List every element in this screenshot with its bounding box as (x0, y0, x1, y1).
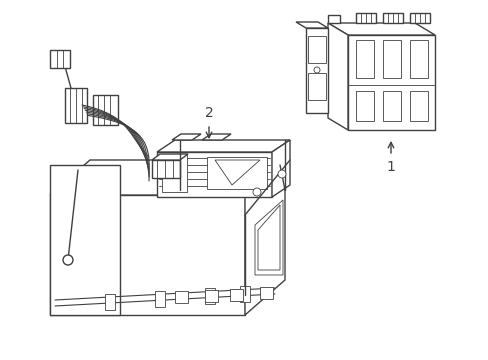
Polygon shape (50, 160, 285, 195)
Polygon shape (382, 40, 400, 78)
Circle shape (278, 170, 285, 178)
Polygon shape (229, 289, 243, 301)
Polygon shape (202, 134, 230, 140)
Polygon shape (93, 95, 118, 125)
Polygon shape (307, 73, 325, 100)
Text: 1: 1 (386, 160, 395, 174)
Polygon shape (175, 291, 187, 303)
Polygon shape (152, 154, 187, 160)
Polygon shape (305, 28, 327, 113)
Polygon shape (382, 13, 402, 23)
Polygon shape (295, 22, 327, 28)
Polygon shape (240, 286, 249, 302)
Polygon shape (244, 160, 285, 315)
Polygon shape (327, 23, 347, 130)
Polygon shape (409, 13, 429, 23)
Polygon shape (307, 36, 325, 63)
Polygon shape (327, 15, 339, 23)
Circle shape (63, 255, 73, 265)
Polygon shape (50, 50, 70, 68)
Polygon shape (50, 165, 120, 315)
Circle shape (252, 188, 261, 196)
Text: 2: 2 (204, 106, 213, 120)
Polygon shape (172, 134, 201, 140)
Polygon shape (258, 205, 280, 270)
Polygon shape (382, 91, 400, 121)
Polygon shape (155, 291, 164, 307)
Polygon shape (347, 35, 434, 130)
Polygon shape (204, 288, 215, 304)
Polygon shape (254, 200, 283, 275)
Circle shape (313, 67, 319, 73)
Polygon shape (206, 157, 266, 189)
Polygon shape (409, 91, 427, 121)
Polygon shape (260, 287, 272, 300)
Polygon shape (327, 23, 434, 35)
Polygon shape (157, 152, 271, 197)
Polygon shape (105, 294, 115, 310)
Polygon shape (355, 13, 375, 23)
Polygon shape (409, 40, 427, 78)
Polygon shape (355, 40, 373, 78)
Polygon shape (355, 91, 373, 121)
Polygon shape (204, 290, 218, 302)
Polygon shape (157, 140, 289, 152)
Polygon shape (152, 160, 180, 178)
Polygon shape (271, 140, 289, 197)
Polygon shape (65, 88, 87, 123)
Polygon shape (162, 154, 186, 192)
Polygon shape (215, 160, 260, 185)
Polygon shape (50, 195, 244, 315)
